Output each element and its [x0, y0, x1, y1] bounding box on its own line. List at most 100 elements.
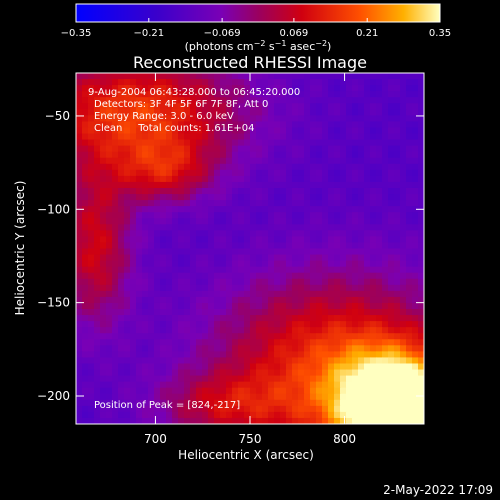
heatmap-cell: [118, 357, 125, 365]
heatmap-cell: [412, 405, 419, 413]
heatmap-cell: [334, 224, 341, 231]
heatmap-cell: [316, 387, 323, 395]
heatmap-cell: [262, 181, 269, 189]
heatmap-cell: [310, 187, 317, 195]
heatmap-cell: [364, 333, 371, 340]
heatmap-cell: [382, 103, 389, 110]
heatmap-cell: [400, 91, 407, 98]
heatmap-cell: [124, 393, 131, 401]
heatmap-cell: [106, 309, 113, 316]
heatmap-cell: [196, 278, 203, 286]
heatmap-cell: [316, 163, 323, 171]
heatmap-cell: [280, 296, 287, 304]
heatmap-cell: [106, 393, 113, 401]
heatmap-cell: [352, 151, 359, 159]
heatmap-cell: [274, 405, 281, 413]
heatmap-cell: [310, 260, 317, 268]
heatmap-cell: [418, 417, 424, 424]
heatmap-cell: [304, 187, 311, 195]
heatmap-cell: [244, 73, 251, 80]
heatmap-cell: [274, 151, 281, 159]
heatmap-cell: [316, 169, 323, 177]
heatmap-cell: [370, 236, 377, 244]
heatmap-cell: [418, 121, 424, 129]
heatmap-cell: [76, 302, 83, 310]
heatmap-cell: [274, 260, 281, 268]
heatmap-cell: [388, 333, 395, 340]
heatmap-cell: [358, 73, 365, 80]
heatmap-cell: [112, 248, 119, 256]
heatmap-cell: [166, 169, 173, 177]
heatmap-cell: [280, 357, 287, 365]
heatmap-cell: [328, 121, 335, 129]
heatmap-cell: [328, 127, 335, 135]
heatmap-cell: [112, 272, 119, 280]
heatmap-cell: [268, 369, 275, 377]
heatmap-cell: [364, 296, 371, 304]
heatmap-cell: [112, 333, 119, 340]
heatmap-cell: [130, 121, 137, 129]
heatmap-cell: [154, 200, 161, 207]
heatmap-cell: [238, 357, 245, 365]
heatmap-cell: [160, 121, 167, 129]
colorbar-strip: [75, 3, 441, 23]
heatmap-cell: [94, 91, 101, 98]
heatmap-cell: [310, 169, 317, 177]
heatmap-cell: [124, 345, 131, 352]
heatmap-cell: [178, 236, 185, 244]
heatmap-cell: [400, 351, 407, 359]
heatmap-cell: [226, 206, 233, 213]
heatmap-cell: [166, 321, 173, 328]
heatmap-cell: [262, 315, 269, 322]
heatmap-cell: [190, 272, 197, 280]
heatmap-cell: [130, 321, 137, 328]
x-tick-label: 750: [239, 432, 262, 446]
heatmap-cell: [304, 169, 311, 177]
heatmap-cell: [370, 218, 377, 225]
heatmap-cell: [94, 206, 101, 213]
heatmap-cell: [256, 85, 263, 92]
heatmap-cell: [292, 175, 299, 183]
heatmap-cell: [214, 375, 221, 383]
heatmap-cell: [166, 127, 173, 135]
heatmap-cell: [358, 399, 365, 407]
heatmap-cell: [100, 315, 107, 322]
heatmap-cell: [292, 272, 299, 280]
heatmap-cell: [214, 151, 221, 159]
heatmap-cell: [298, 151, 305, 159]
heatmap-cell: [94, 236, 101, 244]
heatmap-cell: [280, 369, 287, 377]
heatmap-cell: [166, 254, 173, 262]
heatmap-cell: [184, 393, 191, 401]
heatmap-cell: [346, 169, 353, 177]
heatmap-cell: [286, 200, 293, 207]
heatmap-cell: [112, 302, 119, 310]
heatmap-cell: [310, 339, 317, 346]
heatmap-cell: [250, 109, 257, 116]
heatmap-cell: [214, 363, 221, 371]
heatmap-cell: [226, 339, 233, 346]
heatmap-cell: [178, 85, 185, 92]
heatmap-cell: [286, 230, 293, 237]
heatmap-cell: [112, 79, 119, 86]
heatmap-cell: [292, 121, 299, 129]
heatmap-cell: [412, 327, 419, 334]
heatmap-cell: [142, 375, 149, 383]
heatmap-cell: [172, 381, 179, 389]
heatmap-cell: [124, 109, 131, 116]
heatmap-cell: [94, 163, 101, 171]
heatmap-cell: [82, 333, 89, 340]
heatmap-cell: [352, 309, 359, 316]
heatmap-cell: [406, 224, 413, 231]
heatmap-cell: [406, 91, 413, 98]
heatmap-cell: [220, 345, 227, 352]
heatmap-cell: [202, 339, 209, 346]
heatmap-cell: [280, 260, 287, 268]
heatmap-cell: [76, 363, 83, 371]
heatmap-cell: [310, 224, 317, 231]
heatmap-cell: [172, 127, 179, 135]
heatmap-cell: [100, 393, 107, 401]
heatmap-cell: [148, 345, 155, 352]
heatmap-cell: [370, 139, 377, 147]
heatmap-cell: [274, 417, 281, 424]
